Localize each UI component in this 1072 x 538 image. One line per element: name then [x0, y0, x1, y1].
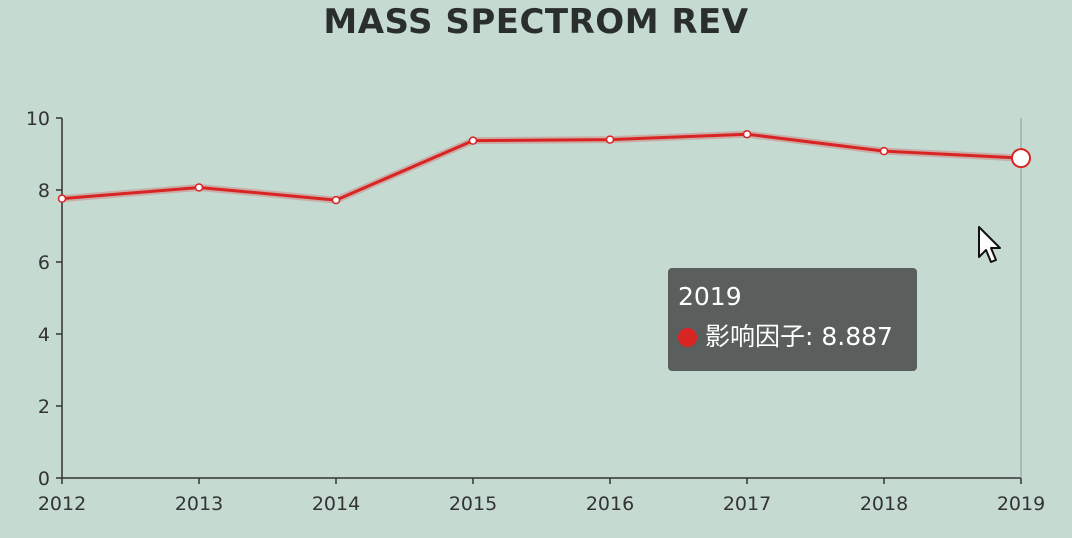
x-tick-label: 2019: [997, 493, 1045, 515]
chart-tooltip: 2019 影响因子 : 8.887: [668, 268, 917, 371]
x-tick-label: 2013: [175, 493, 223, 515]
y-tick-label: 6: [38, 252, 50, 274]
series-line: [61, 132, 1022, 202]
y-tick-label: 0: [38, 468, 50, 490]
tooltip-series-name: 影响因子: [705, 322, 806, 351]
data-point-highlighted: [1011, 148, 1031, 169]
data-point: [879, 146, 889, 156]
tooltip-value: 8.887: [821, 322, 893, 351]
x-tick-label: 2015: [449, 493, 497, 515]
chart-title: MASS SPECTROM REV: [323, 2, 749, 42]
tooltip-separator: :: [805, 322, 822, 351]
x-tick-label: 2017: [723, 493, 771, 515]
data-point: [605, 135, 615, 144]
x-tick-label: 2014: [312, 493, 360, 515]
y-tick-label: 8: [38, 180, 50, 202]
series-marker-icon: [678, 327, 697, 347]
x-tick-label: 2018: [860, 493, 908, 515]
series-line-glow: [61, 130, 1022, 204]
data-point: [194, 183, 204, 192]
y-tick-label: 4: [38, 324, 50, 346]
x-tick-label: 2012: [38, 493, 86, 515]
data-point: [742, 129, 752, 139]
arrow-cursor-icon: [978, 226, 1001, 263]
data-point: [57, 194, 67, 203]
y-tick-label: 10: [26, 108, 50, 130]
tooltip-title: 2019: [678, 282, 742, 311]
data-point: [468, 136, 478, 145]
tooltip-row: 影响因子 : 8.887: [678, 322, 907, 352]
x-tick-label: 2016: [586, 493, 634, 515]
y-tick-label: 2: [38, 396, 50, 418]
data-point: [331, 195, 341, 205]
